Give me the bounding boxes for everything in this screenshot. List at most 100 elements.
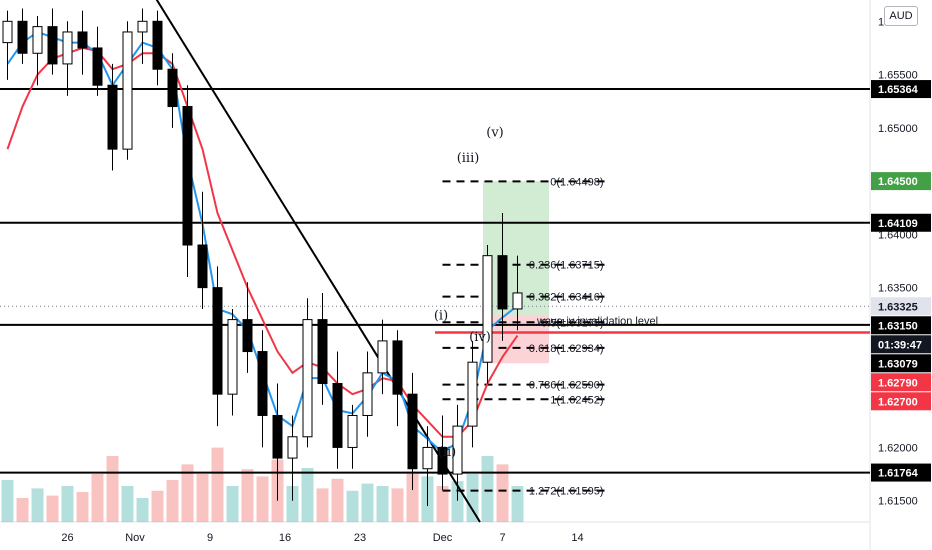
price-tag — [871, 373, 931, 392]
volume-bar — [226, 486, 239, 522]
price-tick-label: 1.64000 — [878, 229, 918, 241]
fib-level-label: 0.786(1.62590) — [529, 380, 604, 392]
currency-label[interactable]: AUD — [884, 6, 918, 26]
volume-bar — [406, 471, 419, 522]
candle-body — [92, 47, 103, 86]
volume-bar — [151, 490, 164, 522]
price-tag — [871, 463, 931, 482]
volume-bar — [376, 486, 389, 522]
volume-bar — [256, 476, 269, 522]
volume-bar — [106, 456, 119, 522]
candle-body — [437, 446, 448, 475]
price-tag-label: 1.65364 — [878, 84, 919, 96]
volume-bar — [121, 486, 134, 522]
price-tag-label: 1.63079 — [878, 358, 918, 370]
downtrend-line — [155, 0, 481, 523]
fib-level-label: 0.618(1.62934) — [529, 343, 604, 355]
volume-bar — [196, 474, 209, 522]
volume-bar — [136, 498, 149, 522]
candle-body — [332, 383, 343, 448]
volume-bar — [16, 498, 29, 522]
wave-labels: (i) (ii) (iii) (iv) (v) — [434, 125, 504, 460]
candle-body — [407, 393, 418, 470]
fib-level-label: 0(1.64498) — [550, 176, 603, 188]
time-tick-label: 7 — [499, 532, 505, 544]
volume-bar — [166, 480, 179, 522]
price-tag-label: 1.63325 — [878, 301, 918, 313]
candle-body — [422, 446, 433, 470]
price-tag-label: 1.64500 — [878, 176, 918, 188]
price-tag-label: 1.61764 — [878, 468, 919, 480]
time-axis[interactable]: 26 Nov 9 16 23 Dec 7 14 — [61, 532, 583, 544]
candle-body — [182, 106, 193, 246]
volume-bar — [496, 464, 509, 522]
candles — [2, 8, 523, 507]
volume-bar — [481, 456, 494, 522]
candle-body — [257, 351, 268, 416]
price-tag — [871, 172, 931, 191]
candle-body — [17, 20, 28, 54]
candle-body — [302, 319, 313, 438]
volume-bar — [76, 492, 89, 522]
candle-body — [287, 436, 298, 459]
volume-bar — [361, 483, 374, 522]
price-tick-label: 1.61500 — [878, 496, 918, 508]
price-tag — [871, 213, 931, 232]
volume-bar — [331, 478, 344, 522]
volume-bar — [436, 486, 449, 522]
volume-bar — [286, 486, 299, 522]
price-tick-label: 1.63500 — [878, 283, 918, 295]
candle-body — [377, 340, 388, 374]
candle-body — [32, 26, 43, 54]
volume-bar — [346, 490, 359, 522]
candle-body — [2, 20, 13, 44]
candle-body — [122, 31, 133, 150]
wave-label: (iii) — [457, 151, 480, 166]
candle-body — [482, 255, 493, 363]
price-tag — [871, 354, 931, 373]
price-tag-label: 01:39:47 — [878, 339, 922, 351]
volume-bar — [316, 488, 329, 522]
candle-body — [362, 372, 373, 416]
volume-bar — [466, 474, 479, 522]
candle-body — [392, 340, 403, 395]
long-position-box[interactable] — [483, 181, 549, 364]
candle-body — [212, 287, 223, 395]
wave-label: (i) — [434, 309, 448, 324]
candle-body — [167, 68, 178, 108]
candle-body — [62, 31, 73, 65]
fibonacci-retracement[interactable]: 0(1.64498) 0.236(1.63715) 0.382(1.63416) 0.… — [442, 176, 608, 498]
candle-body — [347, 414, 358, 448]
price-tag — [871, 80, 931, 99]
volume-bar — [511, 486, 524, 522]
price-tag — [871, 297, 931, 316]
wave-label: (iv) — [469, 330, 491, 345]
price-tag-label: 1.63150 — [878, 320, 918, 332]
candle-body — [137, 20, 148, 33]
price-tick-label: 1.65500 — [878, 70, 918, 82]
trendline[interactable] — [147, 0, 481, 523]
fib-level-label: 1.272(1.61595) — [529, 486, 604, 498]
candle-body — [107, 84, 118, 150]
price-tag-label: 1.62790 — [878, 377, 918, 389]
volume-bar — [91, 474, 104, 522]
time-tick-label: Dec — [433, 532, 453, 544]
volume-bar — [211, 447, 224, 522]
price-axis[interactable]: 1.660001.655001.650001.640001.635001.620… — [878, 16, 918, 507]
candle-body — [197, 244, 208, 289]
horizontal-levels[interactable]: wave-iv invalidation level — [0, 88, 870, 474]
candle-body — [47, 26, 58, 65]
fib-level-label: 0.236(1.63715) — [529, 260, 604, 272]
candle-body — [512, 292, 523, 310]
price-tag — [871, 392, 931, 411]
price-tag — [871, 335, 931, 354]
candle-body — [467, 361, 478, 427]
volume-bar — [241, 469, 254, 522]
price-tag — [871, 316, 931, 335]
candle-body — [497, 255, 508, 310]
volume-bar — [31, 488, 44, 522]
time-tick-label: 26 — [61, 532, 73, 544]
price-tags: 1.65364 1.64500 1.64109 1.63325 1.63150 01:39… — [871, 80, 931, 482]
